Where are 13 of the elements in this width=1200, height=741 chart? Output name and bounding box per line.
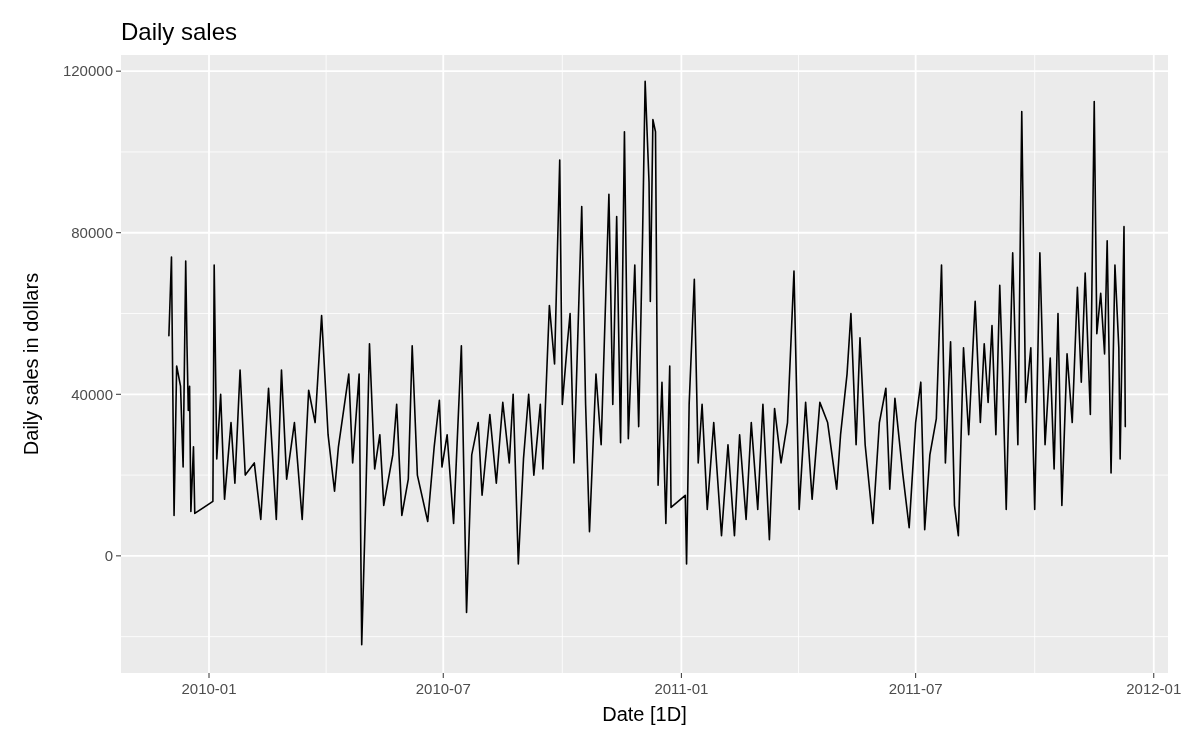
chart-title: Daily sales: [121, 18, 238, 45]
y-tick-label: 120000: [62, 62, 113, 80]
y-tick-label: 40000: [71, 385, 113, 403]
x-tick-label: 2010-01: [181, 680, 237, 697]
x-axis-title: Date [1D]: [602, 703, 687, 725]
y-axis-title: Daily sales in dollars: [20, 272, 42, 456]
x-tick-label: 2010-07: [415, 680, 471, 697]
y-tick-label: 80000: [71, 223, 113, 241]
x-tick-label: 2011-07: [888, 680, 943, 697]
y-tick-label: 0: [104, 547, 113, 565]
x-tick-label: 2011-01: [654, 680, 709, 697]
x-tick-label: 2012-01: [1126, 680, 1182, 697]
line-series: [168, 80, 1127, 646]
